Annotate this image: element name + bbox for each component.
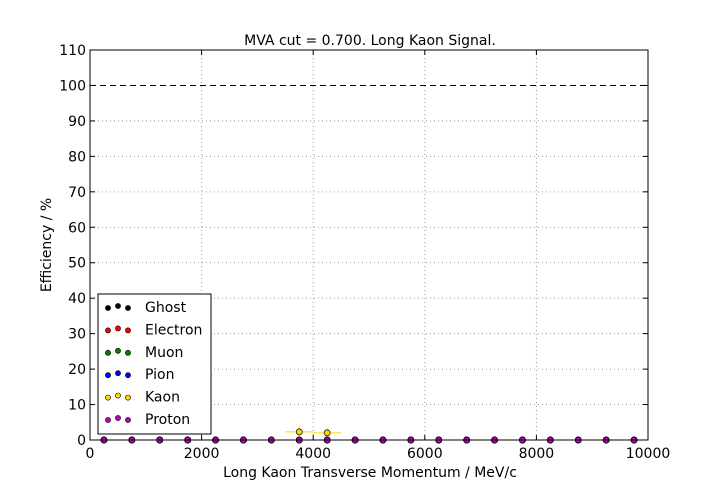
legend-marker <box>115 347 121 354</box>
y-tick-label: 20 <box>68 362 86 378</box>
legend-label: Muon <box>145 345 183 361</box>
x-axis-label: Long Kaon Transverse Momentum / MeV/c <box>223 465 517 481</box>
legend-label: Electron <box>145 322 202 338</box>
legend-entry-kaon: Kaon <box>105 390 180 406</box>
legend-box <box>97 293 212 435</box>
y-tick-label: 40 <box>68 291 86 307</box>
y-tick-label: 50 <box>68 256 86 272</box>
y-tick-label: 60 <box>68 220 86 236</box>
data-point <box>323 429 331 437</box>
legend-marker <box>115 303 121 309</box>
chart-title: MVA cut = 0.700. Long Kaon Signal. <box>244 33 496 49</box>
x-tick-label: 4000 <box>295 446 331 462</box>
x-tick-label: 8000 <box>519 446 555 462</box>
legend-marker <box>105 327 111 334</box>
legend-marker <box>105 417 111 423</box>
y-tick-label: 0 <box>77 433 86 449</box>
y-tick-label: 110 <box>59 43 86 59</box>
legend-entry-pion: Pion <box>105 367 174 383</box>
legend-marker <box>115 415 121 421</box>
data-point <box>295 428 303 436</box>
legend-label: Ghost <box>145 300 187 316</box>
legend-label: Kaon <box>145 390 180 406</box>
y-tick-label: 80 <box>68 149 86 165</box>
legend: Ghost Electron Muon Pion Kaon Proton <box>97 293 212 435</box>
y-tick-label: 30 <box>68 327 86 343</box>
x-tick-label: 0 <box>86 446 95 462</box>
y-tick-label: 10 <box>68 398 86 414</box>
x-tick-label: 10000 <box>626 446 671 462</box>
legend-entry-muon: Muon <box>105 345 183 361</box>
legend-entry-electron: Electron <box>105 322 202 338</box>
legend-marker <box>105 372 111 379</box>
legend-marker <box>125 372 131 379</box>
x-axis-ticks: 0 2000 4000 6000 8000 10000 <box>86 50 671 462</box>
legend-marker <box>115 392 121 399</box>
x-tick-label: 6000 <box>407 446 443 462</box>
plot-frame <box>89 49 649 441</box>
legend-marker <box>125 349 131 356</box>
legend-marker <box>125 394 131 401</box>
legend-marker <box>125 305 131 311</box>
legend-marker <box>125 417 131 423</box>
legend-entry-ghost: Ghost <box>105 300 187 316</box>
legend-marker <box>115 325 121 332</box>
legend-label: Proton <box>145 412 190 428</box>
legend-marker <box>105 305 111 311</box>
y-tick-label: 90 <box>68 114 86 130</box>
legend-label: Pion <box>145 367 174 383</box>
y-axis-ticks: 0 10 20 30 40 50 60 70 80 90 100 110 <box>59 43 648 449</box>
legend-marker <box>115 370 121 377</box>
y-tick-label: 70 <box>68 185 86 201</box>
legend-marker <box>105 394 111 401</box>
legend-entry-proton: Proton <box>105 412 190 428</box>
y-tick-label: 100 <box>59 78 86 94</box>
legend-marker <box>125 327 131 334</box>
legend-marker <box>105 349 111 356</box>
y-axis-label: Efficiency / % <box>39 198 55 292</box>
x-tick-label: 2000 <box>184 446 220 462</box>
